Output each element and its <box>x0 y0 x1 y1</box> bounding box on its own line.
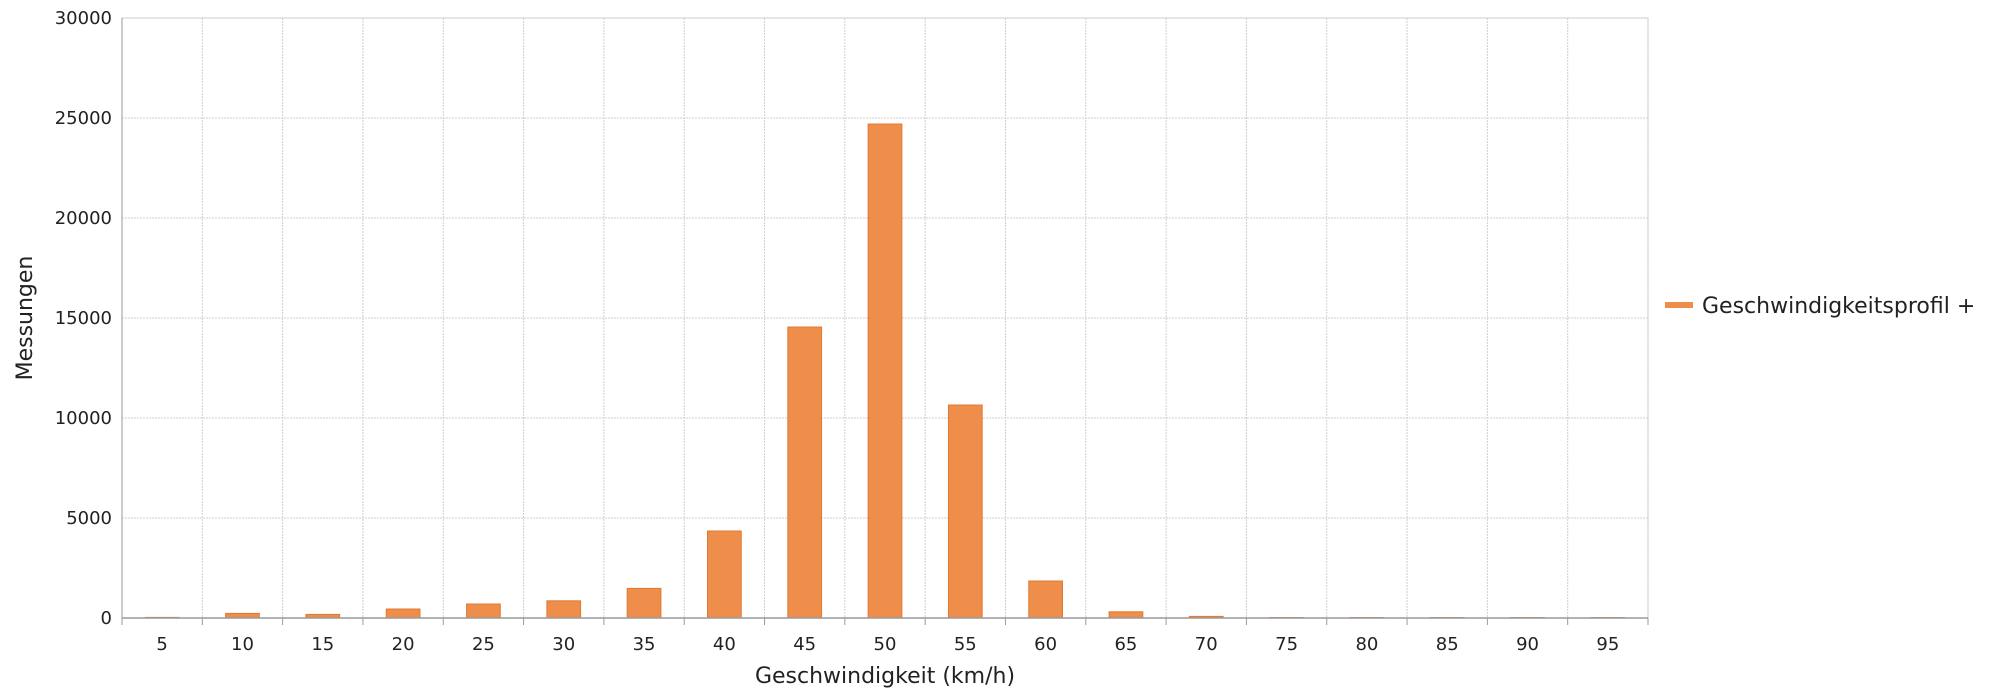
x-tick-label: 35 <box>633 634 656 655</box>
x-tick-label: 30 <box>552 634 575 655</box>
y-tick-label: 25000 <box>55 108 112 129</box>
x-tick-label: 90 <box>1516 634 1539 655</box>
bar <box>1028 580 1063 619</box>
bar <box>466 603 501 619</box>
x-tick-label: 15 <box>311 634 334 655</box>
bar <box>546 600 582 619</box>
y-axis-title: Messungen <box>13 256 38 381</box>
axes <box>121 18 1649 625</box>
y-tick-label: 5000 <box>66 508 112 529</box>
x-tick-label: 60 <box>1034 634 1057 655</box>
x-tick-labels: 5 10 15 20 25 30 35 40 45 50 55 60 65 70 75 80 85 90 95 <box>156 634 1619 655</box>
bar <box>1108 611 1144 619</box>
y-tick-label: 0 <box>101 608 112 629</box>
bar <box>385 608 421 619</box>
x-tick-label: 80 <box>1355 634 1378 655</box>
x-tick-label: 85 <box>1436 634 1459 655</box>
y-tick-label: 20000 <box>55 208 112 229</box>
y-tick-label: 30000 <box>55 8 112 29</box>
legend: Geschwindigkeitsprofil + <box>1665 294 1975 319</box>
x-tick-label: 25 <box>472 634 495 655</box>
y-tick-labels: 0 5000 10000 15000 20000 25000 30000 <box>55 8 112 629</box>
x-tick-label: 55 <box>954 634 977 655</box>
bar <box>867 123 903 619</box>
x-tick-label: 10 <box>231 634 254 655</box>
x-tick-label: 95 <box>1596 634 1619 655</box>
bars <box>144 123 1626 619</box>
y-tick-label: 10000 <box>55 408 112 429</box>
x-tick-label: 70 <box>1195 634 1218 655</box>
x-tick-label: 65 <box>1114 634 1137 655</box>
x-tick-label: 75 <box>1275 634 1298 655</box>
bar <box>787 326 823 619</box>
bar <box>947 404 983 619</box>
x-tick-label: 45 <box>793 634 816 655</box>
x-axis-title: Geschwindigkeit (km/h) <box>755 664 1015 689</box>
y-tick-label: 15000 <box>55 308 112 329</box>
x-tick-label: 5 <box>156 634 167 655</box>
legend-swatch <box>1665 302 1693 308</box>
x-tick-label: 40 <box>713 634 736 655</box>
legend-label: Geschwindigkeitsprofil + <box>1702 294 1975 319</box>
x-tick-label: 20 <box>392 634 415 655</box>
x-tick-label: 50 <box>874 634 897 655</box>
bar <box>707 530 742 619</box>
bar <box>626 587 662 619</box>
